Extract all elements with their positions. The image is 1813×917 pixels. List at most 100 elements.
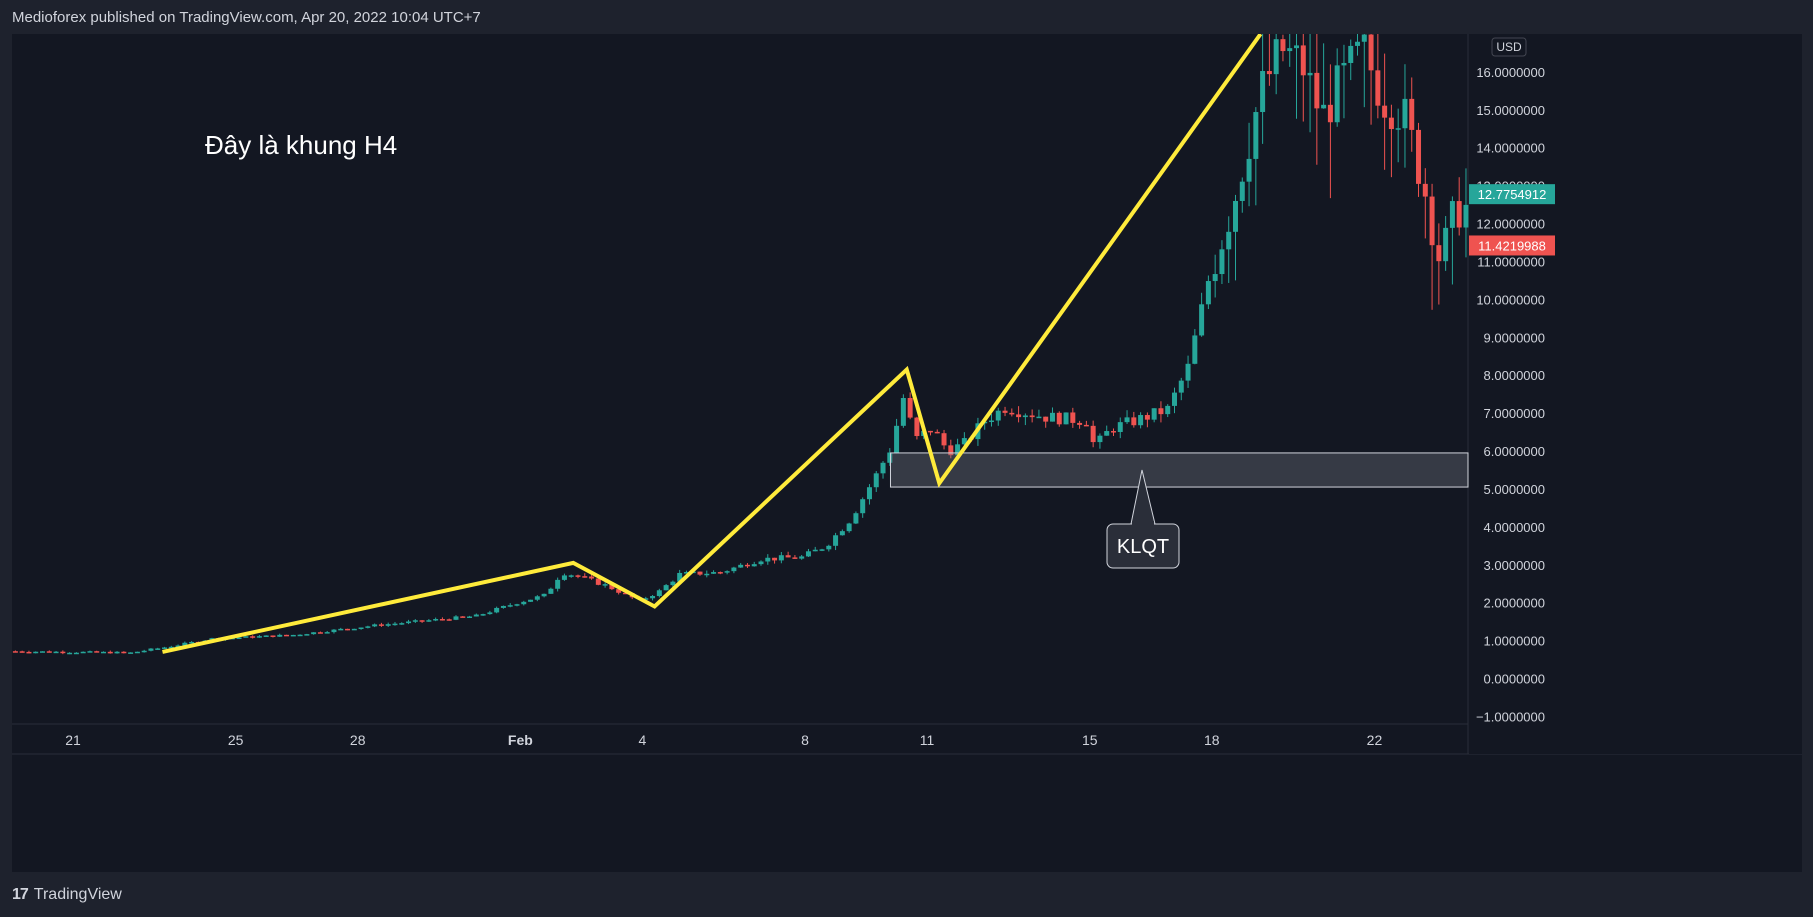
candle-body[interactable]	[914, 417, 920, 437]
candle-body[interactable]	[1314, 72, 1320, 109]
candle-body[interactable]	[1199, 304, 1205, 336]
candle-body[interactable]	[324, 632, 330, 634]
candle-body[interactable]	[236, 637, 242, 639]
candle-body[interactable]	[446, 619, 452, 621]
candle-body[interactable]	[1239, 181, 1245, 201]
candle-body[interactable]	[33, 651, 39, 654]
candle-body[interactable]	[907, 398, 913, 418]
chart-area[interactable]: KLQT Đây là khung H4 16.0000000 15.0000000 1…	[12, 34, 1802, 872]
candle-body[interactable]	[67, 652, 73, 655]
candle-body[interactable]	[738, 564, 744, 568]
candle-body[interactable]	[107, 651, 113, 654]
candle-body[interactable]	[1070, 412, 1076, 423]
candle-body[interactable]	[500, 605, 506, 608]
candle-body[interactable]	[284, 634, 290, 637]
candle-body[interactable]	[121, 651, 127, 654]
candle-body[interactable]	[514, 604, 520, 606]
candle-body[interactable]	[697, 571, 703, 575]
candle-body[interactable]	[1090, 425, 1096, 443]
candle-body[interactable]	[670, 581, 676, 586]
candle-body[interactable]	[1246, 158, 1252, 182]
candle-body[interactable]	[1077, 422, 1083, 425]
candle-body[interactable]	[622, 592, 628, 595]
candle-body[interactable]	[507, 605, 513, 607]
candle-body[interactable]	[1192, 335, 1198, 364]
candle-body[interactable]	[1273, 39, 1279, 75]
currency-badge[interactable]	[1491, 37, 1527, 57]
candle-body[interactable]	[358, 627, 364, 630]
candle-body[interactable]	[589, 576, 595, 579]
candle-body[interactable]	[534, 596, 540, 600]
zigzag-trend-line[interactable]	[162, 34, 1263, 654]
candle-body[interactable]	[1307, 72, 1313, 76]
candle-body[interactable]	[1178, 380, 1184, 393]
candle-body[interactable]	[717, 572, 723, 574]
candle-body[interactable]	[311, 632, 317, 635]
candle-body[interactable]	[460, 616, 466, 618]
candle-body[interactable]	[40, 651, 46, 653]
candle-body[interactable]	[853, 513, 859, 524]
candle-body[interactable]	[148, 648, 154, 651]
candle-body[interactable]	[250, 636, 256, 638]
candle-body[interactable]	[1212, 274, 1218, 282]
candle-body[interactable]	[1280, 39, 1286, 52]
candle-body[interactable]	[1131, 417, 1137, 426]
candle-body[interactable]	[399, 623, 405, 625]
candle-body[interactable]	[582, 576, 588, 578]
candle-body[interactable]	[1253, 112, 1259, 159]
candle-body[interactable]	[1409, 98, 1415, 130]
candle-body[interactable]	[866, 487, 872, 500]
candle-body[interactable]	[385, 624, 391, 626]
candle-body[interactable]	[765, 557, 771, 562]
candle-body[interactable]	[290, 634, 296, 637]
candle-body[interactable]	[711, 572, 717, 574]
candle-body[interactable]	[1233, 200, 1239, 232]
candle-body[interactable]	[189, 641, 195, 644]
candle-body[interactable]	[1165, 405, 1171, 415]
candle-body[interactable]	[270, 635, 276, 637]
candle-body[interactable]	[331, 629, 337, 633]
candle-body[interactable]	[704, 573, 710, 576]
candle-body[interactable]	[805, 551, 811, 557]
candle-body[interactable]	[1009, 412, 1015, 415]
candle-body[interactable]	[1117, 422, 1123, 432]
candle-body[interactable]	[1083, 424, 1089, 427]
candle-body[interactable]	[426, 620, 432, 622]
candle-body[interactable]	[860, 499, 866, 514]
candle-body[interactable]	[1429, 196, 1435, 246]
candle-body[interactable]	[1260, 71, 1266, 113]
candle-body[interactable]	[392, 623, 398, 626]
candle-body[interactable]	[256, 636, 262, 638]
candle-body[interactable]	[1219, 249, 1225, 275]
candle-body[interactable]	[365, 626, 371, 628]
candle-body[interactable]	[650, 596, 656, 599]
candle-body[interactable]	[317, 632, 323, 634]
candle-body[interactable]	[433, 619, 439, 621]
candle-body[interactable]	[995, 410, 1001, 421]
candle-body[interactable]	[961, 438, 967, 445]
candle-body[interactable]	[528, 599, 534, 602]
candle-body[interactable]	[1416, 129, 1422, 184]
candle-body[interactable]	[1327, 104, 1333, 123]
candlestick-chart[interactable]: KLQT Đây là khung H4 16.0000000 15.0000000 1…	[12, 34, 1802, 872]
candle-body[interactable]	[1300, 45, 1306, 76]
candle-body[interactable]	[751, 564, 757, 567]
candle-body[interactable]	[1097, 435, 1103, 443]
candle-body[interactable]	[1443, 227, 1449, 262]
candle-body[interactable]	[53, 651, 59, 654]
candle-body[interactable]	[846, 523, 852, 532]
candle-body[interactable]	[1138, 415, 1144, 426]
candle-body[interactable]	[1205, 281, 1211, 305]
candle-body[interactable]	[1056, 412, 1062, 425]
candle-body[interactable]	[182, 642, 188, 646]
candle-body[interactable]	[799, 556, 805, 559]
candle-body[interactable]	[887, 452, 893, 463]
candle-body[interactable]	[955, 444, 961, 456]
candle-body[interactable]	[1382, 105, 1388, 118]
candle-body[interactable]	[948, 445, 954, 456]
candle-body[interactable]	[1185, 363, 1191, 381]
candle-body[interactable]	[141, 650, 147, 653]
candle-body[interactable]	[1151, 408, 1157, 420]
candle-body[interactable]	[406, 621, 412, 624]
candle-body[interactable]	[758, 561, 764, 565]
